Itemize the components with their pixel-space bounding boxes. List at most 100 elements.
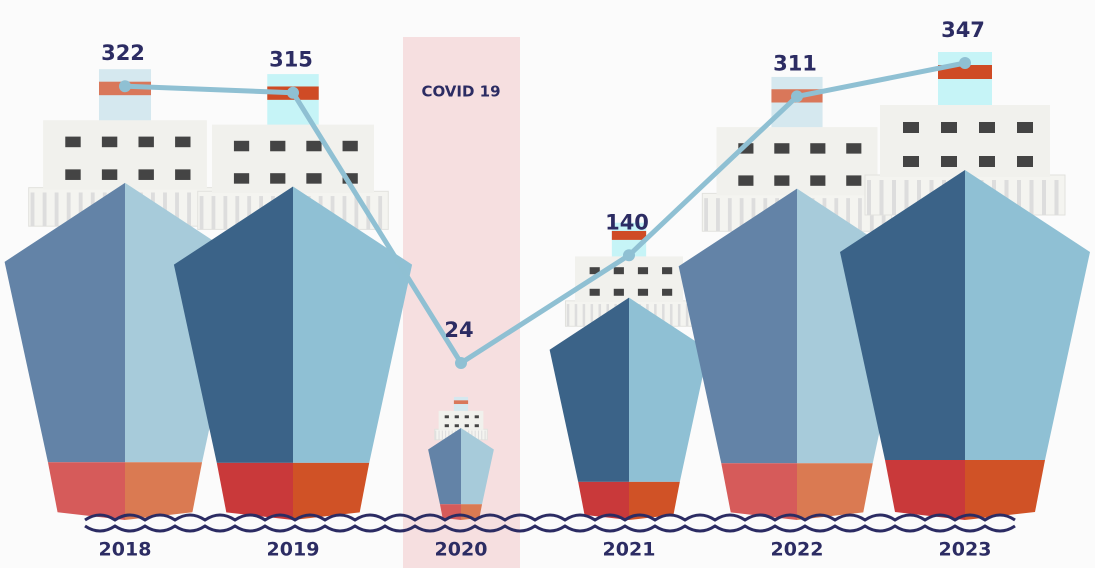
ship-funnel-stripe (611, 230, 647, 240)
ship-window (941, 122, 957, 133)
keel-right (293, 462, 370, 520)
keel-right (965, 460, 1045, 520)
ship-window (270, 140, 286, 152)
ship (840, 52, 1090, 520)
ship-cabin (438, 410, 484, 430)
x-tick-label: 2022 (771, 539, 824, 561)
ship-window (464, 424, 469, 428)
keel-left (47, 462, 125, 520)
ship-window (101, 136, 118, 148)
hull-right (293, 186, 413, 463)
ship-window (1017, 156, 1033, 167)
ship-window (810, 143, 826, 154)
ship-window (474, 424, 479, 428)
x-tick-label: 2023 (939, 539, 992, 561)
value-label: 24 (444, 318, 473, 342)
wave (84, 513, 1016, 522)
ship-funnel-stripe (453, 400, 469, 405)
ship-window (175, 169, 191, 180)
keel-left (216, 462, 293, 520)
ship-window (306, 140, 322, 152)
keel-left (721, 463, 797, 520)
ship-window (979, 156, 995, 167)
value-label: 311 (773, 51, 817, 75)
keel-right (797, 463, 873, 520)
hull-right (461, 427, 494, 505)
ship-funnel-stripe (938, 65, 992, 79)
ship-window (342, 140, 358, 152)
ship-window (810, 175, 826, 186)
ship-window (738, 143, 754, 154)
keel-right (629, 481, 680, 520)
hull-left (549, 297, 629, 482)
ship-window (138, 169, 154, 180)
ship-window (613, 288, 624, 296)
ship-window (979, 122, 995, 133)
hull-right (965, 170, 1090, 460)
point (791, 90, 803, 103)
ship-window (65, 169, 81, 180)
ship-window (454, 415, 459, 419)
ship-window (270, 173, 286, 184)
ship (549, 222, 709, 520)
hull-left (173, 186, 293, 463)
ship-window (233, 140, 250, 152)
hull-right (629, 297, 709, 482)
ship-funnel (98, 69, 152, 123)
ship-funnel (771, 76, 823, 130)
point (287, 86, 299, 99)
ship-window (342, 173, 358, 184)
ship-funnel (453, 396, 469, 412)
point (959, 57, 971, 69)
point (119, 80, 131, 93)
point (623, 249, 635, 262)
ship-window (662, 267, 673, 275)
ship-window (941, 156, 957, 167)
ship-window (846, 175, 862, 186)
ship-window (637, 267, 649, 275)
line (124, 60, 966, 366)
x-tick-label: 2021 (603, 539, 656, 561)
ship-window (774, 175, 790, 186)
hull-left (678, 188, 797, 464)
value-label: 315 (269, 48, 313, 72)
x-tick-label: 2018 (99, 539, 152, 561)
ship-window (175, 136, 191, 148)
ship-window (464, 415, 469, 419)
x-tick-label: 2020 (435, 539, 488, 561)
hull-left (4, 182, 126, 463)
value-label: 322 (101, 41, 145, 65)
ship-window (306, 173, 322, 184)
ship-window (589, 288, 600, 296)
keel-left (885, 460, 965, 520)
ship-window (233, 173, 250, 184)
ship-window (738, 175, 754, 186)
ship-window (1017, 122, 1033, 133)
ship-window (454, 424, 459, 428)
keel-left (578, 481, 629, 520)
keel-right (125, 462, 203, 520)
ship-window (101, 169, 118, 180)
hull-left (428, 427, 461, 505)
ship-window (65, 136, 81, 148)
ship-window (774, 143, 790, 154)
ship-window (444, 415, 449, 419)
ship-window (138, 136, 154, 148)
ship-window (474, 415, 479, 419)
wave (84, 524, 1016, 533)
point (455, 357, 467, 369)
value-label: 140 (605, 210, 649, 234)
ship-window (637, 288, 649, 296)
value-label: 347 (941, 18, 985, 42)
ship-window (613, 267, 624, 275)
ship-window (662, 288, 673, 296)
annotation: COVID 19 (421, 83, 500, 101)
ship-window (846, 143, 862, 154)
ship-window (444, 424, 449, 428)
hull-left (840, 170, 965, 460)
x-tick-label: 2019 (267, 539, 320, 561)
ship-window (903, 156, 919, 167)
ship-window (589, 267, 600, 275)
ship-window (903, 122, 919, 133)
